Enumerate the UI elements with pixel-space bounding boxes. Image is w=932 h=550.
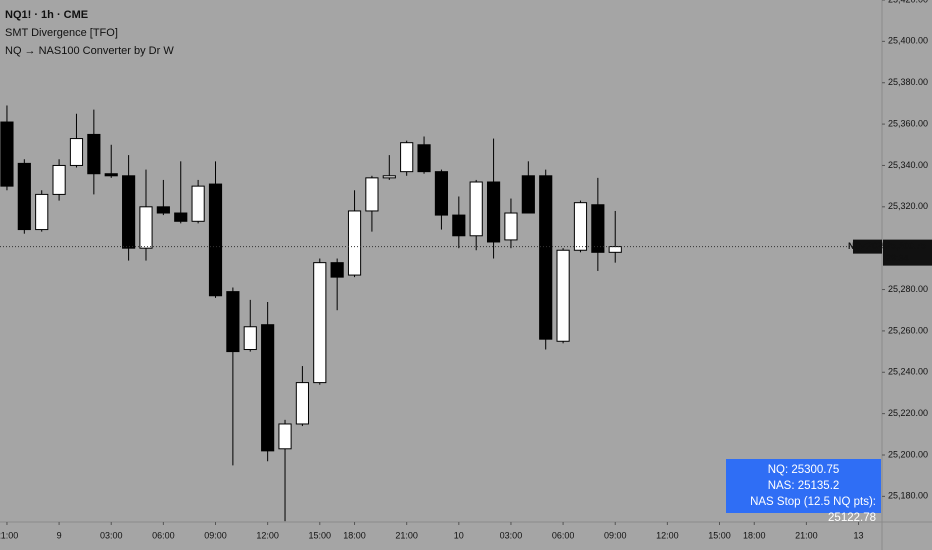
candle-body [434, 171, 449, 216]
candle-body [608, 246, 622, 253]
panel-line: NAS Stop (12.5 NQ pts): 25122.78 [750, 496, 876, 524]
x-tick-label: 9 [57, 530, 62, 540]
symbol-tag: NQZ2025 [848, 241, 887, 251]
candle-body [174, 212, 188, 222]
x-tick-label: 15:00 [309, 530, 332, 540]
candle-body [504, 212, 518, 241]
last-price-label: 25,300.75 [886, 241, 926, 251]
candle-body [243, 326, 257, 351]
candle-body [122, 175, 136, 249]
y-tick-label: 25,260.00 [888, 325, 928, 335]
x-tick-label: 10 [454, 530, 464, 540]
y-tick-label: 25,340.00 [888, 160, 928, 170]
x-tick-label: 18:00 [343, 530, 366, 540]
candle-body [347, 210, 362, 276]
y-tick-label: 25,200.00 [888, 449, 928, 459]
candle-body [208, 183, 223, 297]
x-tick-label: 21:00 [395, 530, 418, 540]
last-price-box [883, 239, 932, 266]
candle-body [556, 249, 570, 342]
candle-body [382, 175, 396, 179]
x-tick-label: 09:00 [204, 530, 227, 540]
x-tick-label: 09:00 [604, 530, 627, 540]
candle-body [278, 423, 292, 450]
y-tick-label: 25,220.00 [888, 408, 928, 418]
chart-title: NQ1! · 1h · CME [5, 9, 88, 21]
x-tick-label: 12:00 [656, 530, 679, 540]
converter-panel: NQ: 25300.75 NAS: 25135.2 NAS Stop (12.5… [726, 459, 881, 524]
candle-body [330, 262, 344, 278]
x-tick-label: 15:00 [708, 530, 731, 540]
candle-body [261, 324, 275, 452]
candle-body [400, 142, 414, 173]
x-tick-label: 18:00 [743, 530, 766, 540]
panel-line: NQ: 25300.75 [767, 464, 840, 476]
indicator-name: SMT Divergence [TFO] [5, 27, 118, 39]
y-tick-label: 25,360.00 [888, 118, 928, 128]
x-tick-label: 06:00 [552, 530, 575, 540]
candle-body [539, 175, 553, 340]
candle-body [17, 162, 31, 231]
candle-body [365, 177, 379, 212]
candle-body [0, 121, 14, 187]
y-tick-label: 25,400.00 [888, 36, 928, 46]
candle-body [69, 138, 84, 166]
candle-body [295, 382, 309, 425]
x-tick-label: 13 [854, 530, 864, 540]
y-tick-label: 25,180.00 [888, 491, 928, 501]
candle-body [591, 204, 605, 253]
x-tick-label: 03:00 [100, 530, 123, 540]
candle-body [139, 206, 153, 249]
candle-body [469, 181, 483, 237]
candle-body [35, 193, 49, 231]
y-tick-label: 25,240.00 [888, 367, 928, 377]
y-tick-label: 25,380.00 [888, 77, 928, 87]
y-tick-label: 25,420.00 [888, 0, 928, 4]
x-tick-label: 06:00 [152, 530, 175, 540]
candle-body [486, 181, 501, 243]
countdown: 29:34 [886, 253, 909, 263]
candle-body [52, 164, 66, 195]
y-tick-label: 25,320.00 [888, 201, 928, 211]
panel-line: NAS: 25135.2 [767, 480, 840, 492]
candle-body [313, 262, 327, 384]
candle-body [104, 173, 118, 177]
candle-body [521, 175, 535, 214]
candle-body [573, 202, 588, 251]
symbol-tag-box [853, 239, 882, 254]
x-tick-label: 12:00 [256, 530, 279, 540]
candle-body [417, 144, 431, 173]
candle-body [226, 291, 240, 353]
candle-body [191, 185, 205, 222]
indicator-name: NQ → NAS100 Converter by Dr W [5, 45, 174, 57]
candle-body [87, 133, 101, 175]
x-tick-label: 21:00 [0, 530, 18, 540]
x-tick-label: 21:00 [795, 530, 818, 540]
y-tick-label: 25,280.00 [888, 284, 928, 294]
x-tick-label: 03:00 [500, 530, 523, 540]
candle-body [452, 214, 466, 237]
candle-body [156, 206, 170, 214]
